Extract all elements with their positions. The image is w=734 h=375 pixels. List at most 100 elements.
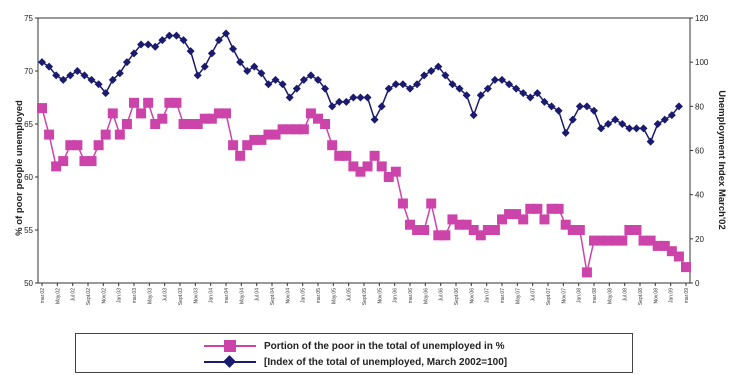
x-tick-label: Nov.04: [285, 288, 291, 304]
data-point: [328, 102, 337, 111]
data-point: [157, 113, 168, 124]
data-point: [172, 31, 181, 40]
data-point: [498, 75, 506, 84]
right-tick-label: 20: [695, 235, 704, 244]
data-point: [581, 267, 592, 278]
data-point: [646, 137, 655, 146]
data-point: [433, 230, 444, 241]
data-point: [143, 97, 154, 108]
x-tick-label: Nov.08: [653, 288, 659, 304]
data-point: [80, 71, 89, 80]
data-point: [298, 124, 309, 135]
data-point: [52, 71, 61, 80]
data-point: [362, 161, 373, 172]
data-point: [490, 75, 499, 84]
data-point: [482, 225, 493, 235]
data-point: [65, 140, 76, 151]
data-point: [370, 115, 379, 124]
data-point: [115, 69, 124, 78]
left-tick-label: 55: [24, 226, 33, 235]
data-point: [434, 62, 443, 71]
data-point: [235, 150, 246, 161]
data-point: [285, 93, 294, 102]
left-axis-label: % of poor people unemployed: [14, 100, 25, 236]
data-point: [206, 113, 217, 124]
x-tick-label: Nov.05: [377, 288, 383, 304]
x-tick-label: Sept.08: [638, 288, 644, 305]
data-point: [461, 219, 472, 230]
data-point: [427, 67, 436, 75]
data-point: [363, 93, 372, 102]
data-point: [475, 230, 486, 241]
data-point: [349, 93, 358, 102]
x-tick-label: Nov.06: [469, 288, 475, 304]
data-point: [391, 80, 400, 89]
data-point: [397, 198, 408, 209]
series-line: [41, 32, 680, 144]
data-point: [327, 140, 338, 151]
data-point: [532, 203, 543, 214]
data-point: [369, 150, 380, 161]
data-point: [632, 124, 641, 133]
data-point: [108, 75, 117, 84]
data-point: [547, 102, 556, 111]
data-point: [525, 203, 536, 214]
x-tick-label: mar.09: [684, 288, 690, 304]
x-tick-label: Jul.08: [623, 288, 629, 302]
data-point: [582, 102, 591, 111]
data-point: [518, 214, 529, 225]
data-point: [546, 203, 557, 214]
data-point: [384, 84, 393, 93]
data-point: [681, 262, 691, 273]
data-point: [250, 62, 259, 71]
data-point: [355, 166, 366, 177]
data-point: [101, 89, 110, 98]
data-point: [519, 89, 528, 98]
data-point: [390, 166, 401, 177]
data-point: [171, 97, 182, 108]
data-point: [93, 140, 104, 151]
data-point: [229, 44, 238, 53]
data-point: [659, 240, 670, 251]
data-point: [512, 84, 521, 93]
x-tick-label: Jul.03: [163, 288, 169, 302]
data-point: [666, 246, 677, 257]
data-point: [214, 36, 223, 45]
data-point: [277, 124, 288, 135]
x-tick-label: mar.06: [408, 288, 414, 304]
data-point: [554, 106, 563, 115]
data-point: [129, 97, 139, 108]
series-poor-portion: [37, 97, 691, 278]
data-point: [483, 84, 492, 93]
x-tick-label: May.07: [515, 288, 521, 304]
data-point: [45, 62, 54, 71]
data-point: [567, 225, 578, 235]
data-point: [638, 235, 649, 246]
data-point: [426, 198, 437, 209]
data-point: [73, 67, 82, 75]
data-point: [72, 140, 83, 151]
data-point: [617, 235, 628, 246]
data-point: [413, 80, 422, 89]
data-point: [334, 150, 345, 161]
data-point: [611, 115, 620, 124]
data-point: [639, 124, 648, 133]
data-point: [603, 235, 614, 246]
legend: Portion of the poor in the total of unem…: [75, 333, 633, 373]
series-unemployed-index: [38, 29, 683, 146]
data-point: [575, 102, 584, 111]
x-tick-label: Sept.04: [270, 288, 276, 305]
data-point: [553, 203, 564, 214]
left-tick-label: 70: [24, 67, 33, 76]
x-tick-label: mar.08: [592, 288, 598, 304]
data-point: [271, 75, 280, 84]
x-tick-label: Jan.05: [301, 288, 307, 303]
data-point: [560, 219, 571, 230]
data-point: [207, 49, 216, 58]
data-point: [377, 102, 386, 111]
legend-label-unemployed-index: [Index of the total of unemployed, March…: [264, 356, 508, 368]
data-point: [87, 75, 96, 84]
data-point: [158, 36, 167, 45]
data-point: [412, 225, 423, 235]
data-point: [356, 93, 365, 102]
